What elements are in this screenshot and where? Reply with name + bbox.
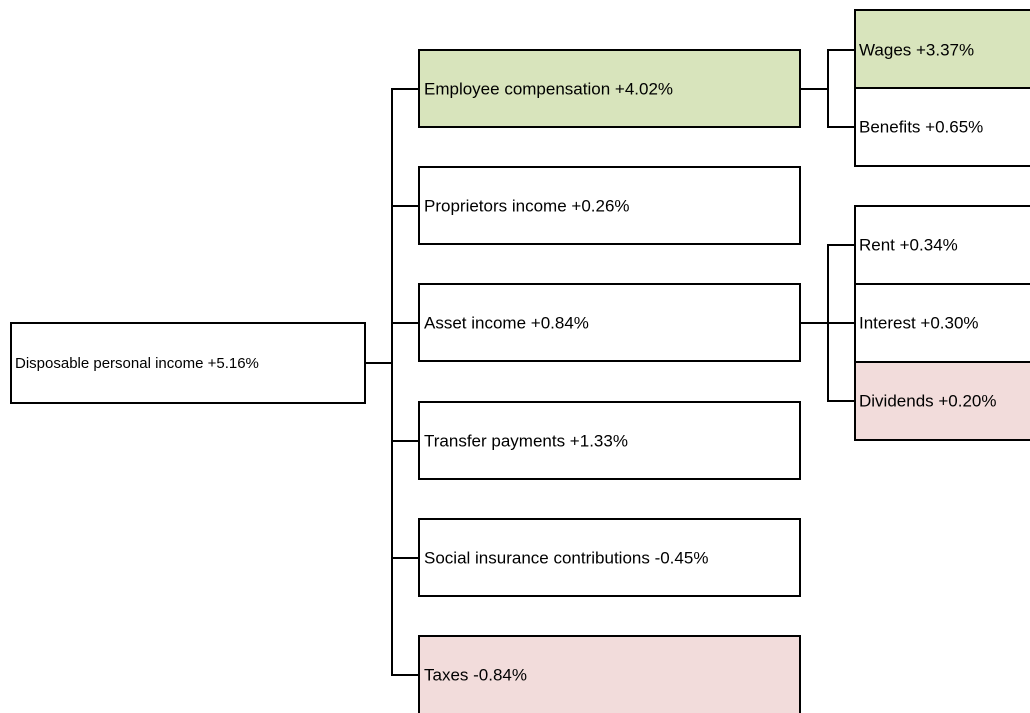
node-label: Taxes -0.84% xyxy=(424,665,527,684)
node-box xyxy=(418,166,801,245)
node-box xyxy=(418,283,801,362)
node-label: Dividends +0.20% xyxy=(859,391,997,410)
node-label: Employee compensation +4.02% xyxy=(424,79,673,98)
node-box xyxy=(418,518,801,597)
node-box xyxy=(854,205,1030,285)
node-label: Disposable personal income +5.16% xyxy=(15,355,259,372)
node-label: Rent +0.34% xyxy=(859,235,958,254)
node-box xyxy=(418,49,801,128)
node-box xyxy=(10,322,366,404)
node-label: Social insurance contributions -0.45% xyxy=(424,548,708,567)
node-box xyxy=(854,87,1030,167)
connectors xyxy=(365,49,855,676)
node-box xyxy=(418,635,801,713)
node-box xyxy=(418,401,801,480)
node-label: Wages +3.37% xyxy=(859,40,974,59)
node-box xyxy=(854,361,1030,441)
node-label: Transfer payments +1.33% xyxy=(424,431,628,450)
node-label: Benefits +0.65% xyxy=(859,117,983,136)
node-label: Interest +0.30% xyxy=(859,313,979,332)
node-box xyxy=(854,9,1030,89)
node-box xyxy=(854,283,1030,363)
node-label: Proprietors income +0.26% xyxy=(424,196,630,215)
node-label: Asset income +0.84% xyxy=(424,313,589,332)
